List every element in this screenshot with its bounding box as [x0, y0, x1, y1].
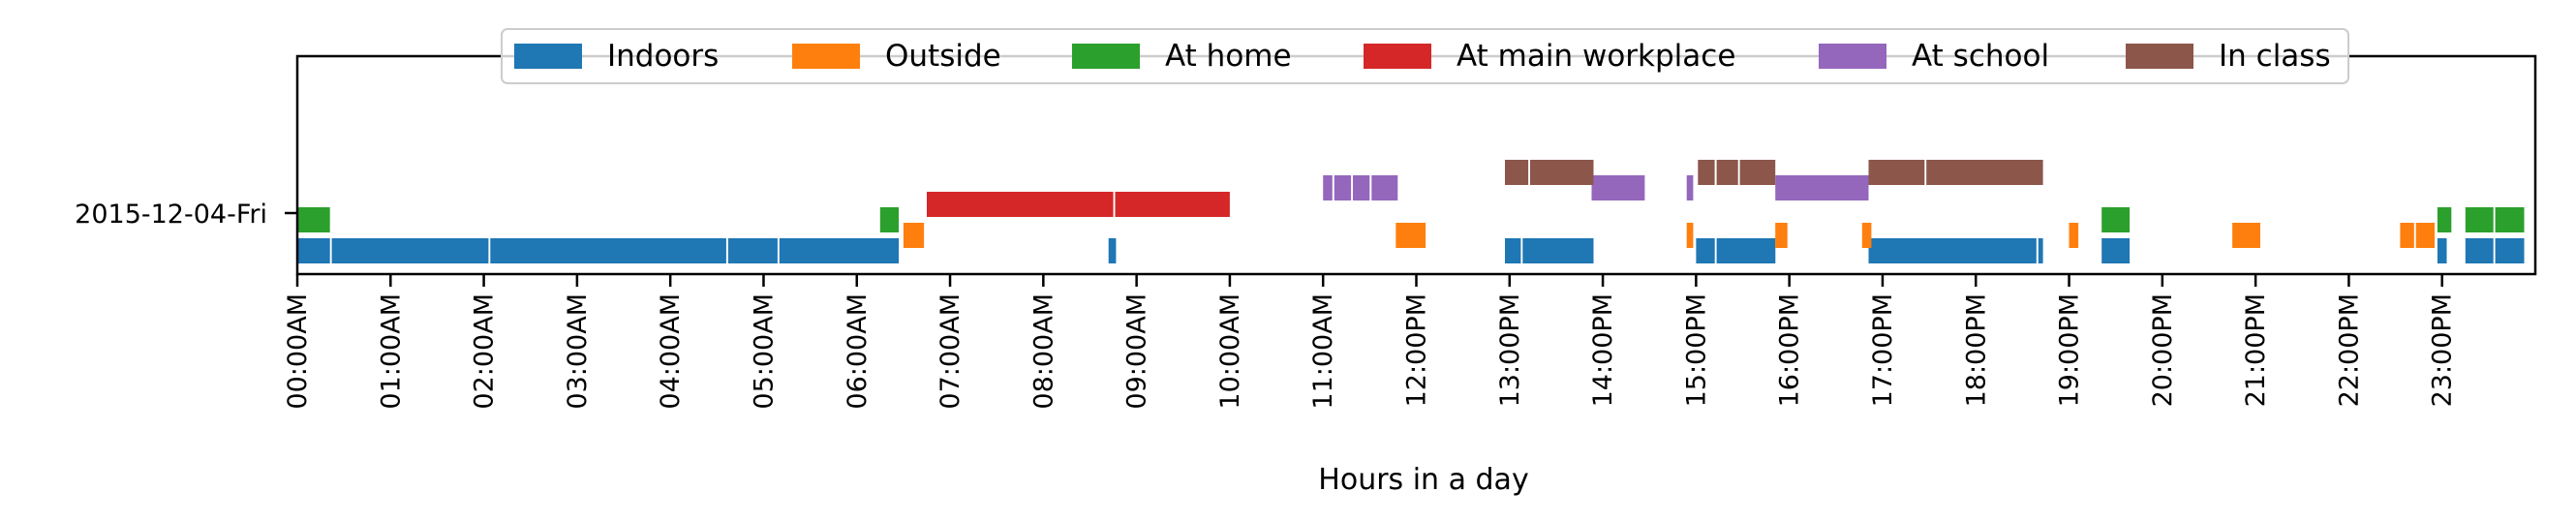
bar-at-main-workplace	[1115, 192, 1230, 217]
bar-outside	[1686, 223, 1694, 248]
legend-swatch-at-home	[1072, 44, 1140, 69]
bar-at-home	[879, 207, 900, 232]
x-tick-label: 09:00AM	[1122, 293, 1152, 410]
x-tick-label: 07:00AM	[935, 293, 966, 410]
x-tick-label: 08:00AM	[1028, 293, 1058, 410]
bar-indoors	[1522, 238, 1594, 263]
bar-at-school	[1686, 175, 1694, 200]
bar-outside	[1775, 223, 1788, 248]
bar-outside	[1395, 223, 1426, 248]
bar-at-school	[1371, 175, 1398, 200]
bar-at-school	[1353, 175, 1370, 200]
x-tick-label: 11:00AM	[1308, 293, 1338, 410]
bar-in-class	[1868, 160, 1925, 185]
x-tick-label: 03:00AM	[563, 293, 593, 410]
x-tick-label: 14:00PM	[1588, 293, 1618, 407]
bar-at-school	[1775, 175, 1869, 200]
bar-indoors	[2038, 238, 2043, 263]
x-tick-label: 12:00PM	[1402, 293, 1432, 407]
x-axis-label: Hours in a day	[1318, 463, 1528, 497]
x-tick-label: 10:00AM	[1215, 293, 1245, 410]
bar-indoors	[2437, 238, 2447, 263]
bar-at-home	[2495, 207, 2525, 232]
bar-indoors	[2495, 238, 2525, 263]
bar-in-class	[1530, 160, 1594, 185]
bar-at-school	[1591, 175, 1645, 200]
bar-indoors	[2101, 238, 2131, 263]
legend-label-at-home: At home	[1165, 39, 1292, 74]
x-tick-label: 13:00PM	[1495, 293, 1525, 407]
bar-indoors	[1868, 238, 2037, 263]
x-tick-label: 01:00AM	[376, 293, 406, 410]
bar-indoors	[490, 238, 726, 263]
bar-in-class	[1739, 160, 1776, 185]
x-tick-label: 16:00PM	[1775, 293, 1805, 407]
bar-indoors	[779, 238, 900, 263]
bar-indoors	[297, 238, 330, 263]
bar-outside	[1861, 223, 1872, 248]
x-tick-label: 23:00PM	[2428, 293, 2458, 407]
legend-swatch-outside	[792, 44, 860, 69]
bar-indoors	[1108, 238, 1117, 263]
bar-at-school	[1323, 175, 1333, 200]
legend-swatch-in-class	[2126, 44, 2193, 69]
bar-at-main-workplace	[927, 192, 1114, 217]
bar-indoors	[1505, 238, 1521, 263]
bar-at-school	[1334, 175, 1352, 200]
x-tick-label: 20:00PM	[2148, 293, 2178, 407]
bar-outside	[903, 223, 925, 248]
x-tick-label: 04:00AM	[656, 293, 686, 410]
legend-label-in-class: In class	[2219, 39, 2331, 74]
bar-outside	[2400, 223, 2414, 248]
legend-label-outside: Outside	[885, 39, 1001, 74]
bar-at-home	[297, 207, 330, 232]
y-tick-label-date: 2015-12-04-Fri	[75, 200, 267, 230]
x-tick-label: 19:00PM	[2055, 293, 2085, 407]
x-tick-label: 06:00AM	[843, 293, 873, 410]
y-axis: 2015-12-04-Fri	[75, 200, 297, 230]
bar-indoors	[1716, 238, 1776, 263]
legend-label-at-main-workplace: At main workplace	[1457, 39, 1735, 74]
bar-at-home	[2437, 207, 2452, 232]
legend-swatch-at-main-workplace	[1364, 44, 1431, 69]
bar-outside	[2232, 223, 2260, 248]
legend-swatch-indoors	[514, 44, 582, 69]
bar-at-home	[2465, 207, 2494, 232]
x-axis-ticks: 00:00AM 01:00AM 02:00AM 03:00AM 04:00AM 05:00…	[283, 274, 2458, 410]
bar-in-class	[1698, 160, 1715, 185]
x-tick-label: 00:00AM	[283, 293, 313, 410]
x-tick-label: 05:00AM	[750, 293, 780, 410]
legend: Indoors Outside At home At main workplace At…	[501, 28, 2349, 84]
bar-outside	[2415, 223, 2435, 248]
activity-bars	[297, 160, 2525, 263]
bar-outside	[2069, 223, 2079, 248]
bar-in-class	[1505, 160, 1529, 185]
x-tick-label: 22:00PM	[2334, 293, 2364, 407]
bar-indoors	[2465, 238, 2494, 263]
bar-indoors	[1696, 238, 1715, 263]
x-tick-label: 21:00PM	[2241, 293, 2271, 407]
legend-label-at-school: At school	[1912, 39, 2049, 74]
bar-in-class	[1716, 160, 1738, 185]
bar-in-class	[1926, 160, 2043, 185]
x-tick-label: 18:00PM	[1961, 293, 1991, 407]
x-tick-label: 17:00PM	[1868, 293, 1898, 407]
bar-indoors	[331, 238, 489, 263]
bar-at-home	[2101, 207, 2131, 232]
legend-swatch-at-school	[1819, 44, 1886, 69]
x-tick-label: 15:00PM	[1681, 293, 1711, 407]
bar-indoors	[727, 238, 778, 263]
x-tick-label: 02:00AM	[470, 293, 500, 410]
legend-label-indoors: Indoors	[607, 39, 719, 74]
